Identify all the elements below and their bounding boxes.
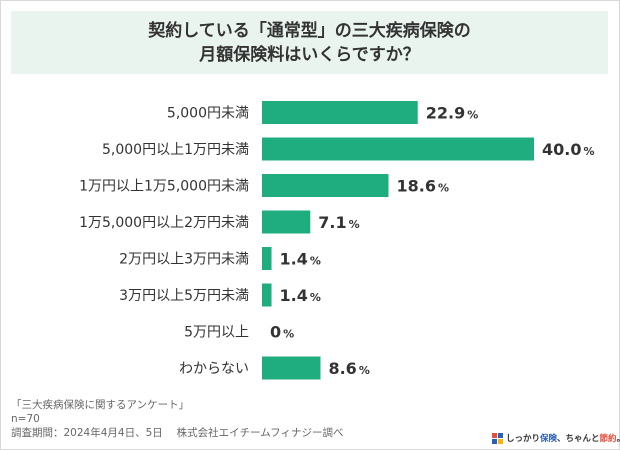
data-label: 18.6% [396,177,449,196]
data-label: 7.1% [318,213,359,232]
footer-notes: 「三大疾病保険に関するアンケート」 n=70 調査期間：2024年4月4日、5日… [11,398,343,440]
category-label: 5,000円以上1万円未満 [102,142,249,158]
chart-title-line-1: 契約している「通常型」の三大疾病保険の [148,20,471,41]
category-label: 3万円以上5万円未満 [119,288,249,304]
data-label: 40.0% [542,140,595,159]
brand-tagline-part-2: 保険 [540,434,558,444]
brand-tagline: しっかり保険、ちゃんと節約。 [506,432,620,444]
title-box: 契約している「通常型」の三大疾病保険の 月額保険料はいくらですか？ [11,11,608,74]
data-label: 0% [270,323,294,342]
category-label: わからない [179,361,249,377]
data-label: 1.4% [280,286,321,305]
brand-logo: しっかり保険、ちゃんと節約。 [492,432,620,444]
category-label: 1万円以上1万5,000円未満 [79,179,249,195]
chart-title-line-2: 月額保険料はいくらですか？ [199,44,420,65]
bar [262,174,389,197]
brand-logo-icon [492,432,503,444]
data-label: 22.9% [426,104,479,123]
brand-tagline-part-1: しっかり [506,434,541,444]
category-label: 5万円以上 [184,325,249,341]
category-label: 1万5,000円以上2万円未満 [79,215,249,231]
bar [262,210,311,234]
brand-tagline-part-4: 節約 [599,434,617,444]
data-label: 1.4% [280,250,321,269]
bar [262,356,321,380]
bar [262,247,272,270]
survey-period: 調査期間：2024年4月4日、5日 株式会社エイチームフィナジー調べ [11,427,344,439]
survey-name: 「三大疾病保険に関するアンケート」 [11,399,190,411]
bar [262,283,272,307]
bar [262,137,534,161]
chart-title: 契約している「通常型」の三大疾病保険の 月額保険料はいくらですか？ [148,19,471,67]
data-label: 8.6% [328,359,369,378]
bar [262,101,418,124]
category-label: 5,000円未満 [167,106,249,122]
brand-tagline-part-5: 。 [617,434,620,444]
brand-tagline-part-3: 、ちゃんと [557,434,600,444]
category-label: 2万円以上3万円未満 [119,252,249,268]
sample-size: n=70 [11,413,40,425]
